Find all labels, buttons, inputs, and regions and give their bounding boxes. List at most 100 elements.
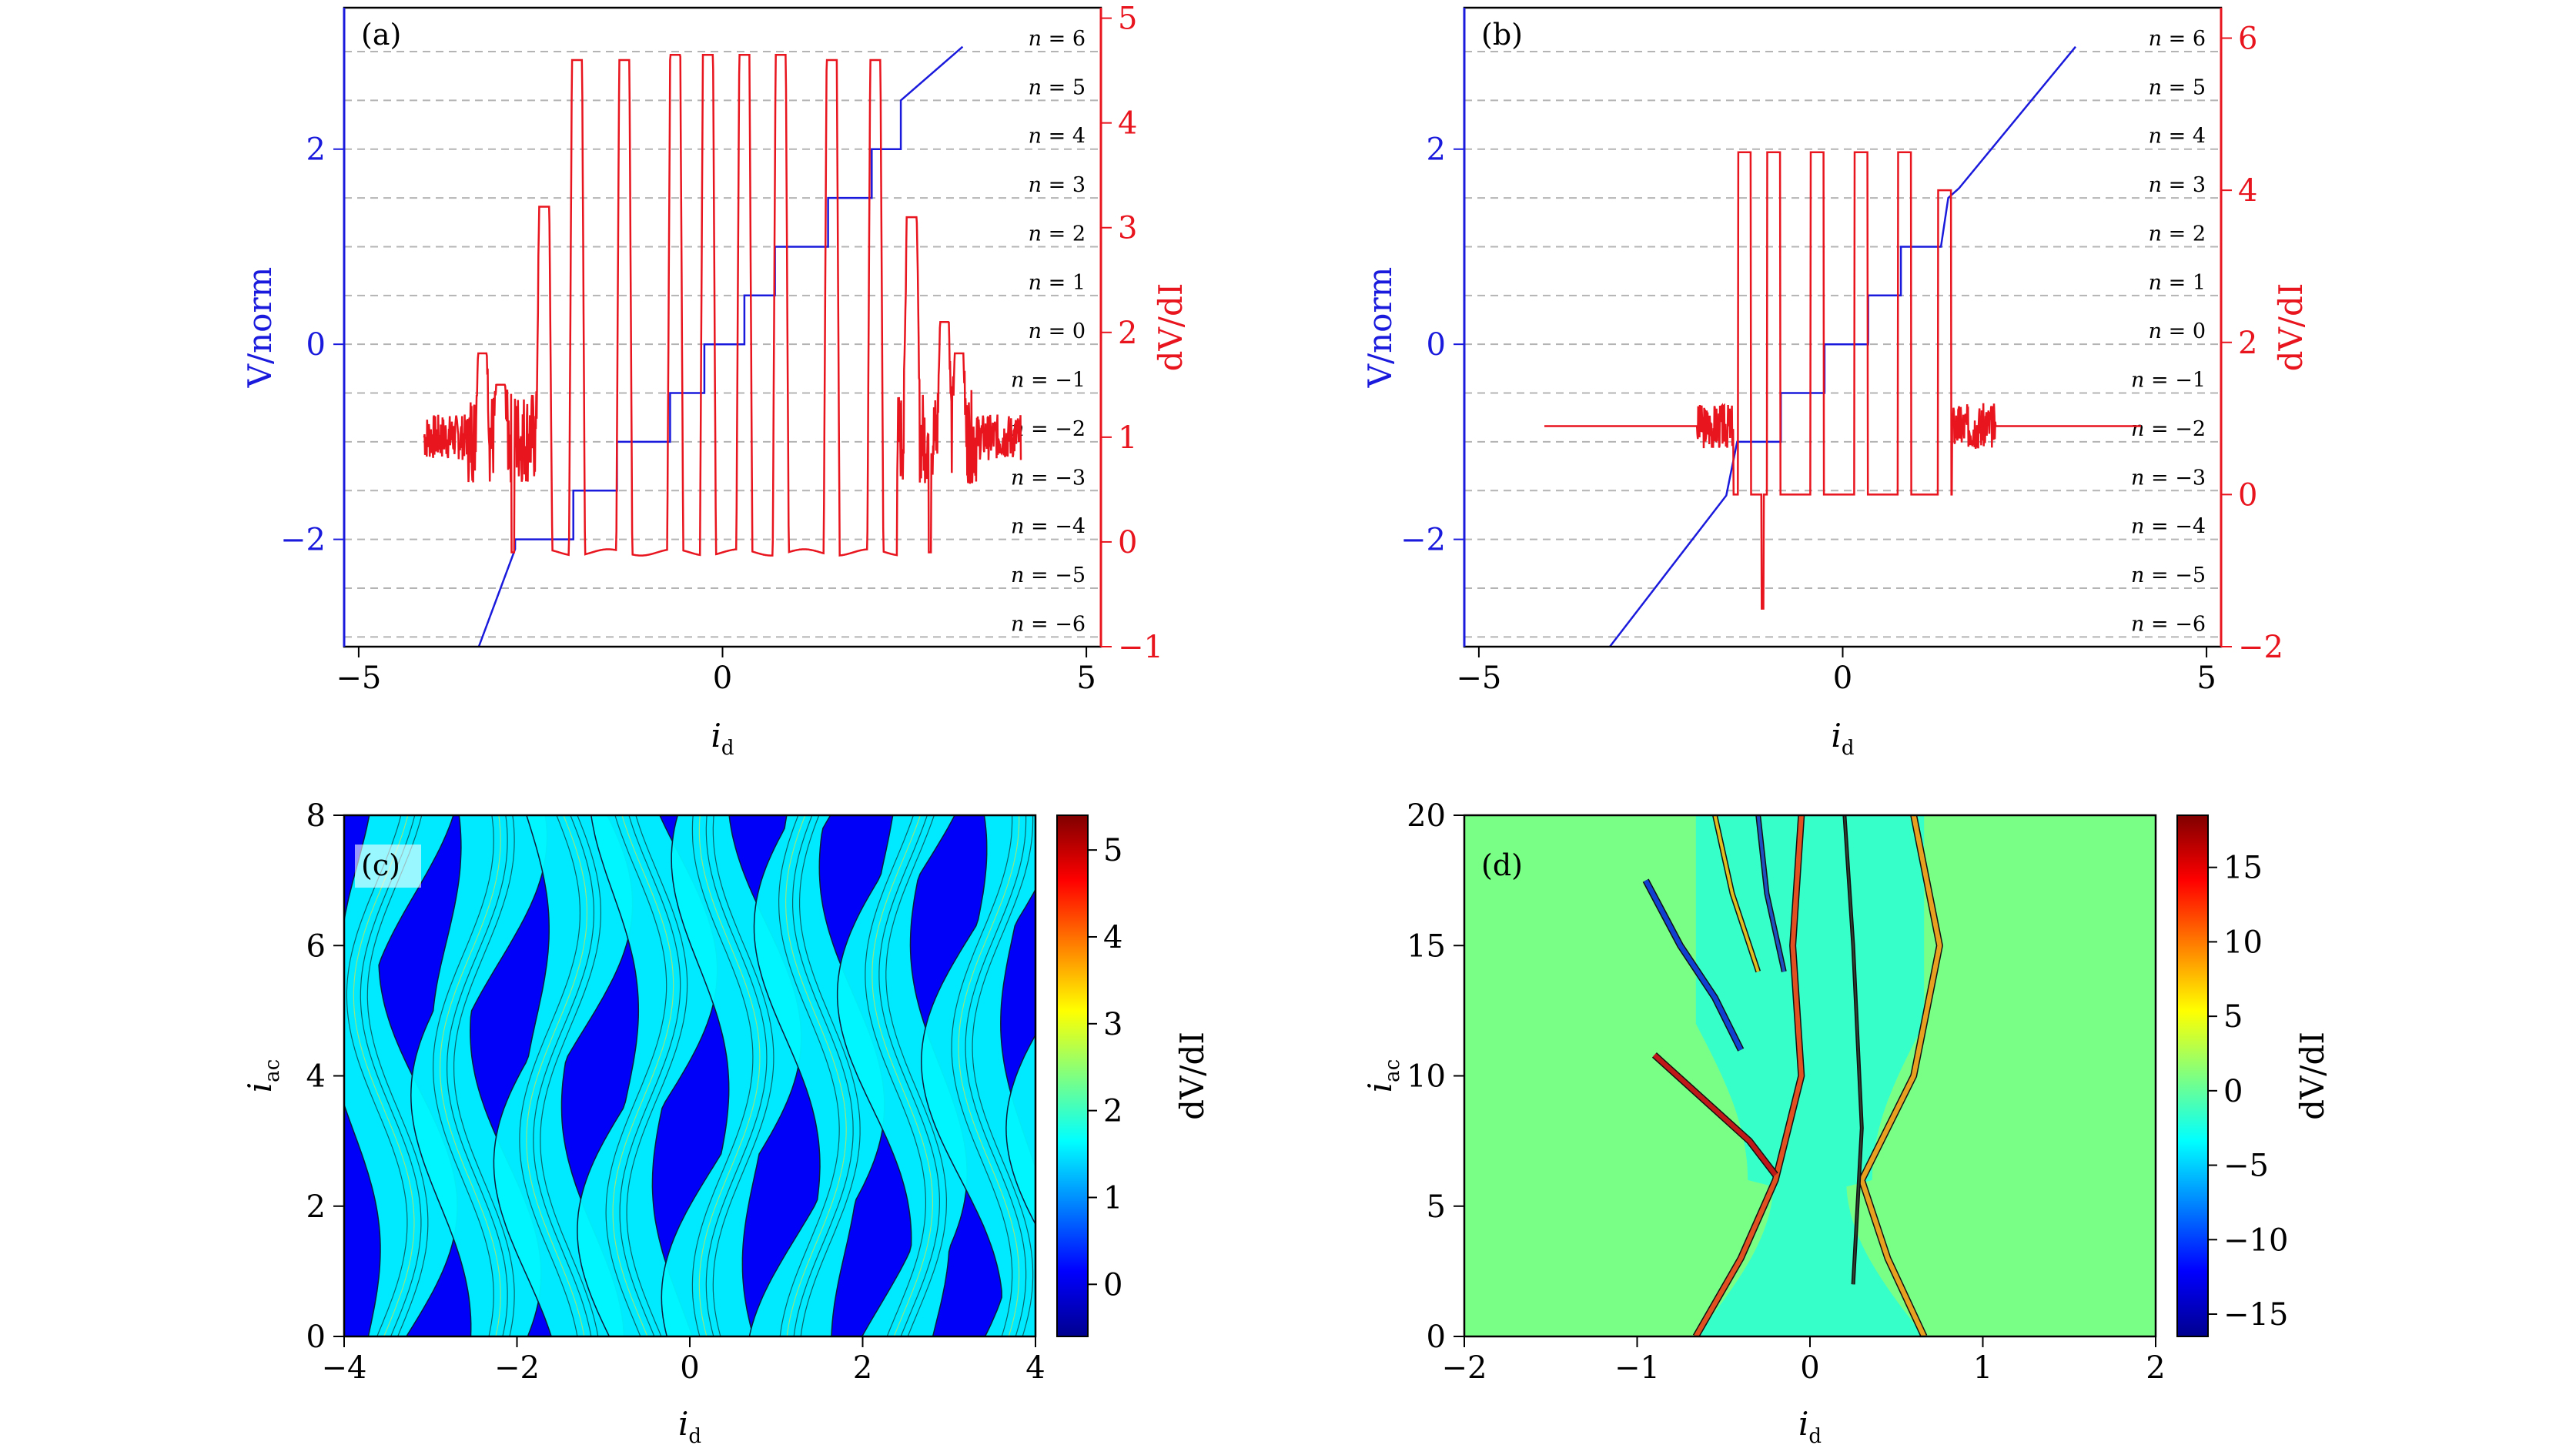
- n-level-lines: n = 6 n = 5 n = 4 n = 3 n = 2 n = 1 n = 0 n = −…: [1464, 27, 2221, 638]
- panel-c: −4 −2 0 2 4 0 2 4 6 8 (c) id iac 0 1 2 3 4 5 dV/dI: [241, 798, 1211, 1448]
- x-axis-label: id: [678, 1405, 701, 1448]
- x-tick-label: 2: [853, 1350, 872, 1386]
- n-level-label: n = −1: [2131, 369, 2206, 393]
- heatmap-contour: [951, 815, 1013, 1336]
- colorbar-gradient: [2176, 814, 2209, 1337]
- right-y-tick-label: 6: [2238, 22, 2257, 57]
- heatmap-contour: [1644, 879, 1743, 1052]
- colorbar: −15 −10 −5 0 5 10 15: [2176, 814, 2288, 1337]
- y-axis-label: iac: [1361, 1059, 1404, 1093]
- heatmap-contour: [360, 815, 422, 1336]
- heatmap-contour: [712, 815, 774, 1336]
- plot-area: [1544, 45, 2141, 647]
- heatmap-contour: [965, 815, 1027, 1336]
- left-y-tick-label: 2: [306, 132, 326, 168]
- right-y-tick-label: 2: [2238, 326, 2257, 361]
- x-tick-label: −2: [494, 1350, 540, 1386]
- n-level-label: n = 2: [2149, 222, 2206, 246]
- panel-label: (d): [1481, 848, 1523, 882]
- y-tick-label: 5: [1427, 1189, 1446, 1225]
- colorbar-tick-label: 2: [1103, 1094, 1122, 1129]
- dvdi-series-line: [423, 53, 1022, 557]
- heatmap-contour: [865, 815, 926, 1336]
- x-tick-label: 0: [680, 1350, 699, 1386]
- heatmap-contour: [1652, 1053, 1778, 1176]
- colorbar: 0 1 2 3 4 5: [1056, 814, 1122, 1337]
- panel-label: (b): [1481, 18, 1523, 52]
- n-level-label: n = 4: [2149, 125, 2206, 149]
- heatmap-contour: [778, 815, 840, 1336]
- n-level-label: n = 1: [2149, 271, 2206, 295]
- heatmap-contour: [533, 815, 595, 1336]
- n-level-label: n = −6: [1011, 612, 1086, 636]
- right-y-tick-label: 4: [1118, 106, 1137, 142]
- axes: −4 −2 0 2 4 0 2 4 6 8: [306, 798, 1045, 1386]
- y-tick-label: 0: [306, 1320, 326, 1355]
- left-y-axis-label: V/norm: [241, 267, 279, 389]
- x-axis-label: id: [1831, 717, 1854, 760]
- x-tick-label: 5: [1076, 661, 1096, 696]
- n-level-label: n = −6: [2131, 612, 2206, 636]
- n-level-label: n = −2: [2131, 417, 2206, 441]
- panel-b: n = 6 n = 5 n = 4 n = 3 n = 2 n = 1 n = 0 n = −…: [1361, 6, 2310, 760]
- y-tick-label: 8: [306, 798, 326, 834]
- colorbar-tick-label: 5: [2223, 999, 2243, 1035]
- y-tick-label: 4: [306, 1059, 326, 1095]
- heatmap-contour: [785, 815, 847, 1336]
- heatmap-lobe: [1005, 1033, 1035, 1226]
- n-level-label: n = 4: [1029, 125, 1086, 149]
- heatmap-contour: [958, 815, 1020, 1336]
- x-tick-label: −2: [1442, 1350, 1487, 1386]
- right-y-tick-label: 1: [1118, 420, 1137, 456]
- n-level-label: n = −5: [1011, 564, 1086, 587]
- colorbar-tick-label: 1: [1103, 1180, 1122, 1216]
- heatmap-contour: [792, 815, 854, 1336]
- n-level-label: n = −4: [2131, 515, 2206, 539]
- heatmap-contour: [1756, 815, 1786, 972]
- heatmap-contour: [972, 815, 1034, 1336]
- colorbar-tick-label: 5: [1103, 833, 1122, 868]
- right-y-axis-label: dV/dI: [1152, 283, 1189, 372]
- n-level-label: n = −3: [2131, 466, 2206, 490]
- right-y-tick-label: −1: [1118, 630, 1163, 665]
- heatmap-contour: [705, 815, 768, 1336]
- colorbar-tick-label: 10: [2223, 925, 2263, 960]
- colorbar-tick-label: −5: [2223, 1149, 2269, 1184]
- colorbar-label: dV/dI: [1173, 1032, 1211, 1120]
- x-tick-label: −5: [336, 661, 381, 696]
- heatmap-contour: [526, 815, 588, 1336]
- right-y-tick-label: 0: [2238, 477, 2257, 513]
- heatmap-contour: [698, 815, 761, 1336]
- colorbar-tick-label: 15: [2223, 851, 2263, 886]
- left-y-tick-label: 0: [306, 327, 326, 363]
- panel-label-background: [355, 845, 421, 888]
- x-tick-label: 0: [713, 661, 732, 696]
- x-tick-label: 1: [1973, 1350, 1992, 1386]
- n-level-label: n = −5: [2131, 564, 2206, 587]
- x-tick-label: −4: [322, 1350, 367, 1386]
- heatmap-contour: [366, 815, 429, 1336]
- x-tick-label: 5: [2196, 661, 2216, 696]
- heatmap-contour: [619, 815, 681, 1336]
- heatmap-contour: [1859, 815, 1942, 1336]
- x-tick-label: 2: [2146, 1350, 2165, 1386]
- n-level-label: n = 3: [1029, 173, 1086, 197]
- x-tick-label: 0: [1800, 1350, 1819, 1386]
- right-y-tick-label: 4: [2238, 173, 2257, 209]
- heatmap-contour: [885, 815, 948, 1336]
- left-y-tick-label: 2: [1427, 132, 1446, 168]
- y-tick-label: 10: [1407, 1059, 1446, 1095]
- panel-label: (c): [361, 848, 400, 882]
- heatmap-contour: [605, 815, 667, 1336]
- plot-area: [423, 45, 1022, 647]
- heatmap-contour: [519, 815, 581, 1336]
- n-level-label: n = 0: [2149, 319, 2206, 343]
- axes: −5 0 5 −2 0 2 −1 0 1 2 3 4 5: [280, 2, 1163, 696]
- n-level-label: n = 5: [2149, 75, 2206, 99]
- n-level-label: n = −1: [1011, 369, 1086, 393]
- colorbar-tick-label: −15: [2223, 1297, 2288, 1333]
- x-axis-label: id: [1798, 1405, 1822, 1448]
